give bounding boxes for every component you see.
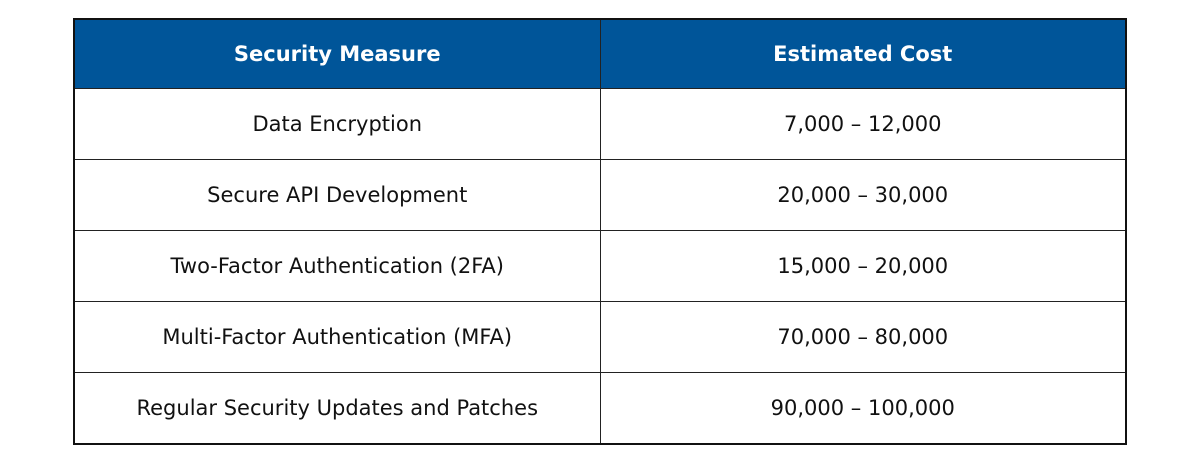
cell-measure: Regular Security Updates and Patches: [75, 372, 601, 443]
cell-measure: Multi-Factor Authentication (MFA): [75, 301, 601, 373]
table-row: Regular Security Updates and Patches 90,…: [75, 372, 1125, 443]
table-row: Data Encryption 7,000 – 12,000: [75, 88, 1125, 160]
cell-measure: Data Encryption: [75, 88, 601, 160]
cell-measure: Secure API Development: [75, 159, 601, 231]
table-row: Multi-Factor Authentication (MFA) 70,000…: [75, 301, 1125, 373]
header-security-measure: Security Measure: [75, 20, 601, 89]
cell-cost: 20,000 – 30,000: [600, 159, 1125, 231]
cell-cost: 70,000 – 80,000: [600, 301, 1125, 373]
cost-table: Security Measure Estimated Cost Data Enc…: [75, 20, 1125, 443]
cell-cost: 90,000 – 100,000: [770, 396, 955, 420]
table-row: Two-Factor Authentication (2FA) 15,000 –…: [75, 230, 1125, 302]
cell-measure: Two-Factor Authentication (2FA): [75, 230, 601, 302]
cell-cost: 15,000 – 20,000: [600, 230, 1125, 302]
table-row: Secure API Development 20,000 – 30,000: [75, 159, 1125, 231]
cell-cost: 7,000 – 12,000: [600, 88, 1125, 160]
header-estimated-cost: Estimated Cost: [600, 20, 1125, 89]
security-cost-table: Security Measure Estimated Cost Data Enc…: [73, 18, 1127, 445]
table-header-row: Security Measure Estimated Cost: [75, 20, 1125, 89]
